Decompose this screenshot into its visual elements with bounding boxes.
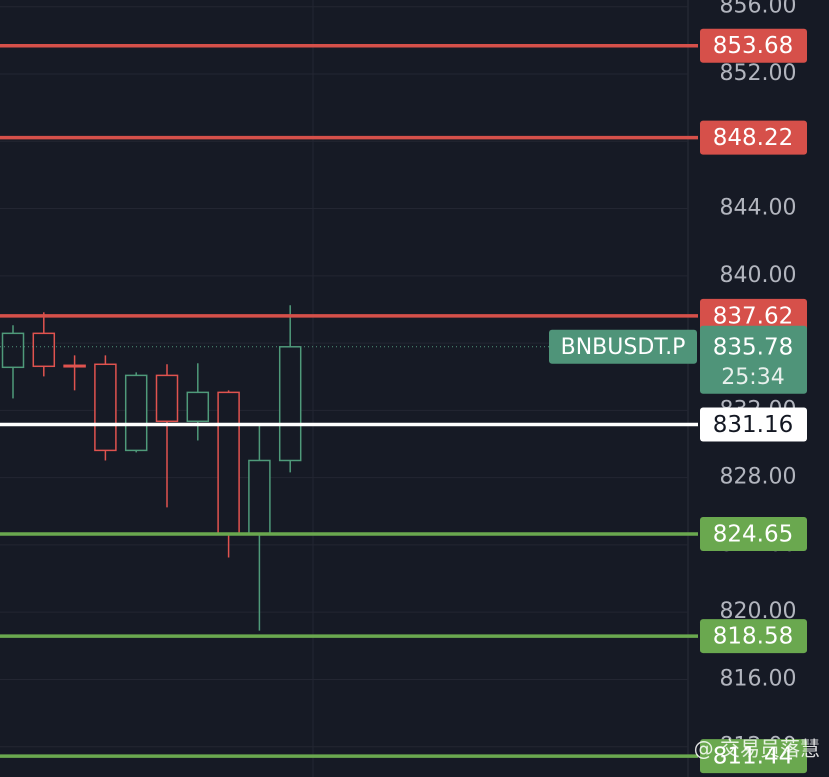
level-label-bg [700,28,807,63]
candle-body [32,332,56,368]
level-label: 824.65 [713,521,793,547]
level-label: 818.58 [713,624,793,650]
last-price-bg [700,325,807,394]
symbol-label: BNBUSDT.P [561,335,686,360]
y-tick-label: 816.00 [720,666,797,691]
level-label: 848.22 [713,125,793,151]
candle-body [124,374,148,452]
last-price-label: 835.78 [713,334,793,360]
y-tick-label: 844.00 [720,196,797,221]
level-label-bg [700,739,807,774]
candle-body [186,391,210,423]
candle-body [63,364,86,368]
y-tick-label: 856.00 [720,0,797,19]
y-tick-label: 840.00 [720,263,797,288]
level-label-bg [700,298,807,333]
level-label-bg [700,516,807,551]
level-label-bg [700,407,807,442]
candle-body [278,346,302,462]
candle-body [248,459,271,536]
candle-body [217,391,240,536]
candle-body [1,332,25,369]
level-label: 837.62 [713,303,793,329]
candle-body [94,363,117,452]
y-tick-label: 828.00 [720,465,797,490]
level-label: 853.68 [713,33,793,59]
level-label: 811.44 [713,744,793,770]
symbol-label-bg [549,329,697,364]
y-tick-label: 852.00 [720,61,797,86]
level-label-bg [700,619,807,654]
watermark: @ 交易员落慧 [694,737,820,761]
level-label-bg [700,120,807,155]
level-label: 831.16 [713,412,793,438]
candle-body [155,374,179,423]
countdown-label: 25:34 [721,365,784,390]
